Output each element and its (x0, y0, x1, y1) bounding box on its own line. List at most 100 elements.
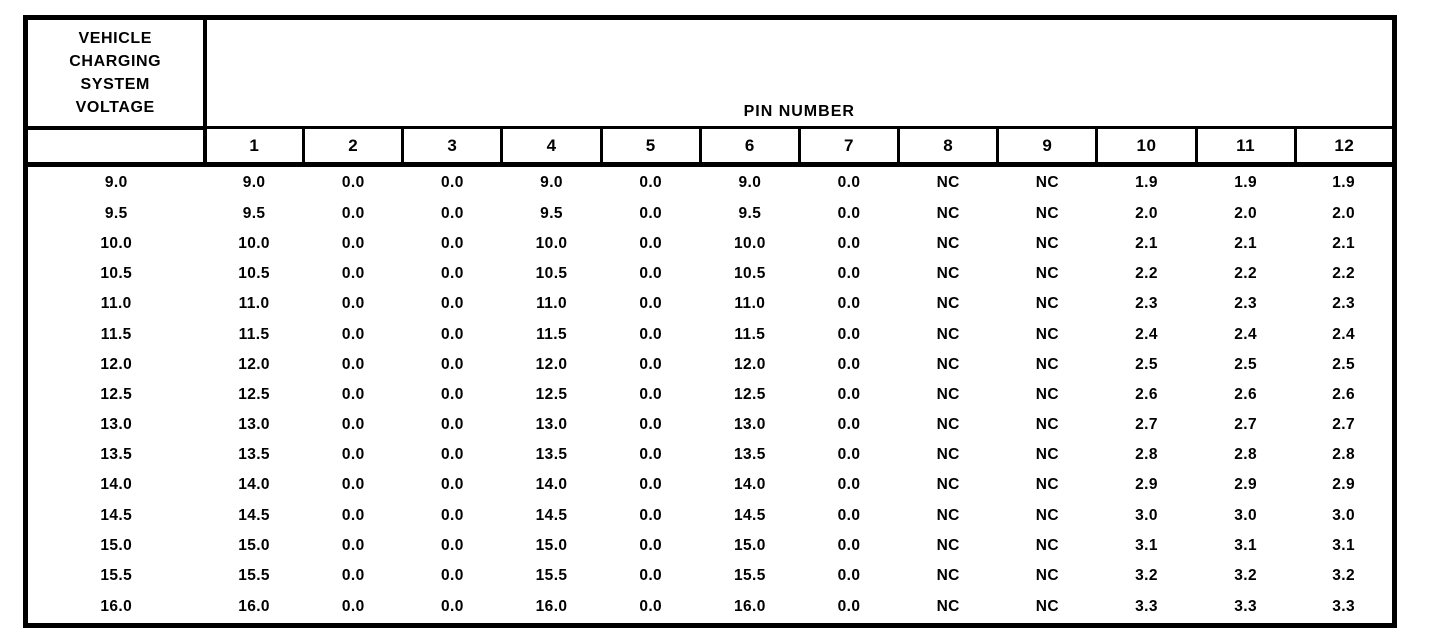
pin-value-cell: 0.0 (837, 173, 861, 191)
pin-value-cell: 3.3 (1332, 598, 1355, 616)
pin-column-header: 5 (599, 127, 702, 167)
pin-value-cell: NC (1035, 385, 1059, 403)
pin-value-cell: 0.0 (837, 385, 861, 403)
pin-value-cell: 13.0 (238, 416, 270, 434)
table-row: 13.5 13.5 0.0 0.0 13.5 0.0 13.5 0.0 NC NC 2.8 2.8 2.… (26, 440, 1395, 470)
pin-value-cell: 13.5 (535, 446, 568, 464)
pin-value-cell: 2.1 (1234, 235, 1258, 253)
table-row: 9.5 9.5 0.0 0.0 9.5 0.0 9.5 0.0 NC NC 2.0 2.0 2.0 (26, 199, 1395, 229)
pin-value-cell: 15.5 (535, 567, 568, 584)
corner-header-line: CHARGING (69, 52, 162, 70)
pin-value-cell: 0.0 (837, 204, 861, 222)
pin-value-cell: 0.0 (441, 235, 464, 253)
header-row-pins: 1 2 3 4 5 6 7 8 9 10 11 12 (25, 127, 1397, 167)
pin-value-cell: NC (936, 385, 960, 403)
pin-value-cell: 15.0 (535, 536, 568, 554)
pin-column-header: 2 (302, 127, 405, 167)
pin-value-cell: NC (1035, 204, 1059, 222)
table-row: 14.0 14.0 0.0 0.0 14.0 0.0 14.0 0.0 NC NC 2.9 2.9 2.… (26, 470, 1395, 500)
pin-value-cell: 14.0 (535, 476, 568, 494)
pin-value-cell: 0.0 (639, 446, 663, 464)
pin-value-cell: NC (1035, 325, 1059, 343)
pin-value-cell: 15.5 (733, 567, 766, 584)
pin-value-cell: 14.5 (535, 506, 568, 524)
pin-value-cell: 2.2 (1332, 265, 1355, 283)
pin-value-cell: 9.5 (242, 204, 266, 222)
voltage-cell: 14.0 (100, 476, 133, 494)
pin-value-cell: 3.3 (1234, 598, 1258, 616)
table-header: VEHICLE CHARGING SYSTEM VOLTAGE PIN NUMB… (25, 17, 1397, 167)
pin-value-cell: 9.0 (242, 173, 266, 191)
pin-value-cell: 13.0 (535, 416, 568, 434)
pin-value-cell: 9.0 (738, 173, 762, 191)
pin-value-cell: 12.0 (238, 355, 270, 373)
pin-value-cell: 0.0 (837, 446, 861, 464)
pin-value-cell: 2.4 (1234, 325, 1258, 343)
pin-value-cell: NC (936, 476, 960, 494)
pin-value-cell: 0.0 (837, 567, 861, 584)
voltage-cell: 9.5 (104, 204, 128, 222)
pin-value-cell: 0.0 (837, 265, 861, 283)
pin-value-cell: 0.0 (837, 536, 861, 554)
pin-column-header: 9 (996, 127, 1099, 167)
pin-value-cell: 0.0 (441, 598, 464, 616)
table-row: 10.0 10.0 0.0 0.0 10.0 0.0 10.0 0.0 NC NC 2.1 2.1 2.… (26, 229, 1395, 259)
table-body: 9.0 9.0 0.0 0.0 9.0 0.0 9.0 0.0 NC NC 1.9 1.9 1.9 9.5… (26, 165, 1395, 626)
pin-value-cell: NC (936, 506, 960, 524)
pin-value-cell: 0.0 (441, 536, 464, 554)
table-row: 10.5 10.5 0.0 0.0 10.5 0.0 10.5 0.0 NC NC 2.2 2.2 2.… (26, 259, 1395, 289)
pin-value-cell: 0.0 (837, 416, 861, 434)
pin-value-cell: 0.0 (341, 204, 365, 222)
pin-value-cell: 0.0 (341, 416, 365, 434)
pin-value-cell: 11.5 (238, 325, 270, 343)
pin-value-cell: 11.0 (238, 295, 270, 313)
pin-value-cell: 2.2 (1135, 265, 1158, 283)
pin-value-cell: 0.0 (639, 265, 663, 283)
pin-value-cell: 10.5 (733, 265, 766, 283)
voltage-cell: 11.5 (100, 325, 132, 343)
pin-value-cell: 11.0 (734, 295, 766, 313)
pin-value-cell: NC (936, 416, 960, 434)
corner-header-line: SYSTEM (80, 75, 150, 93)
pin-column-header: 7 (797, 127, 901, 167)
pin-value-cell: 14.0 (733, 476, 766, 494)
pin-value-cell: 12.0 (733, 355, 766, 373)
pin-column-header: 11 (1194, 127, 1297, 167)
pin-value-cell: 0.0 (341, 325, 365, 343)
pin-value-cell: NC (936, 204, 960, 222)
pin-value-cell: 2.1 (1135, 235, 1158, 253)
pin-value-cell: 13.5 (733, 446, 766, 464)
table-row: 14.5 14.5 0.0 0.0 14.5 0.0 14.5 0.0 NC NC 3.0 3.0 3.… (26, 501, 1395, 531)
pin-value-cell: 16.0 (238, 598, 270, 616)
voltage-cell: 10.5 (100, 265, 133, 283)
pin-column-header: 6 (698, 127, 801, 167)
pin-value-cell: 2.7 (1332, 416, 1355, 434)
pin-value-cell: 0.0 (837, 235, 861, 253)
pin-value-cell: NC (936, 536, 960, 554)
table-row: 13.0 13.0 0.0 0.0 13.0 0.0 13.0 0.0 NC NC 2.7 2.7 2.… (26, 410, 1395, 440)
pin-value-cell: 0.0 (837, 355, 861, 373)
pin-value-cell: 2.0 (1234, 204, 1258, 222)
pin-value-cell: 11.0 (536, 295, 567, 313)
pin-value-cell: 0.0 (639, 416, 663, 434)
corner-header-line: VEHICLE (78, 29, 153, 47)
pin-value-cell: 13.0 (733, 416, 766, 434)
table-row: 16.0 16.0 0.0 0.0 16.0 0.0 16.0 0.0 NC NC 3.3 3.3 3.… (26, 591, 1395, 625)
pin-value-cell: 2.5 (1234, 355, 1258, 373)
table-row: 11.0 11.0 0.0 0.0 11.0 0.0 11.0 0.0 NC NC 2.3 2.3 2.… (26, 289, 1395, 319)
pin-value-cell: NC (936, 567, 960, 584)
pin-value-cell: 10.0 (238, 235, 270, 253)
header-row-top: VEHICLE CHARGING SYSTEM VOLTAGE PIN NUMB… (25, 17, 1395, 130)
vehicle-charging-system-voltage-header: VEHICLE CHARGING SYSTEM VOLTAGE (25, 17, 207, 130)
pin-value-cell: 0.0 (441, 173, 464, 191)
pin-value-cell: NC (1035, 476, 1059, 494)
pin-value-cell: 2.7 (1135, 416, 1158, 434)
pin-value-cell: NC (936, 355, 960, 373)
pin-column-header: 4 (500, 127, 603, 167)
pin-value-cell: 0.0 (837, 295, 861, 313)
pin-value-cell: 2.8 (1234, 446, 1258, 464)
pin-value-cell: 9.5 (738, 204, 762, 222)
pin-value-cell: 0.0 (441, 265, 464, 283)
pin-value-cell: 0.0 (341, 173, 365, 191)
pin-value-cell: 2.8 (1332, 446, 1355, 464)
